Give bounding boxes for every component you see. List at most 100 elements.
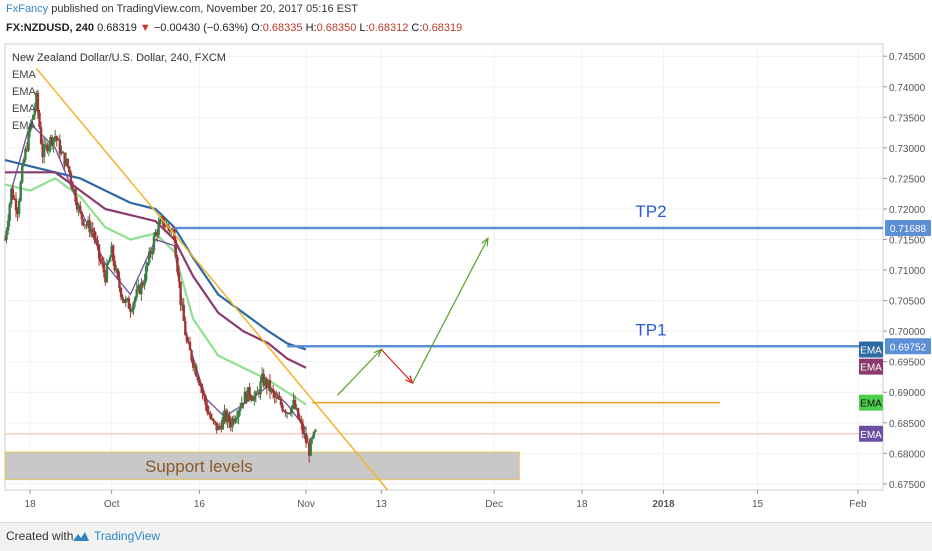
candle-body — [16, 210, 19, 215]
candle-body — [301, 423, 305, 434]
candle-body — [140, 282, 143, 294]
candle-body — [159, 219, 162, 224]
candle-body — [104, 272, 107, 283]
candle-body — [137, 285, 140, 290]
x-tick-label: Nov — [297, 499, 315, 510]
projection-arrows — [336, 236, 489, 396]
price-badge-label: EMA — [860, 399, 882, 410]
low-label: L: — [359, 22, 369, 34]
y-tick-label: 0.74500 — [889, 52, 926, 63]
tradingview-link[interactable]: TradingView — [94, 529, 161, 543]
projection-up-arrow-2[interactable] — [412, 238, 489, 384]
candle-body — [107, 261, 110, 264]
candle-body — [201, 387, 204, 393]
ema-line-1[interactable] — [4, 159, 307, 351]
candle-body — [185, 335, 189, 342]
candle-body — [61, 151, 65, 153]
candle-body — [33, 107, 36, 115]
candle-body — [232, 418, 236, 423]
candle-body — [68, 166, 71, 173]
indicator-ema-3[interactable]: EMA — [12, 103, 36, 115]
candle-body — [138, 285, 142, 294]
author-link[interactable]: FxFancy — [6, 3, 49, 15]
candle-body — [55, 136, 58, 141]
candle-body — [202, 392, 206, 397]
pane-title: New Zealand Dollar/U.S. Dollar, 240, FXC… — [12, 52, 226, 64]
candle-body — [42, 144, 46, 158]
publish-text: published on TradingView.com, November 2… — [48, 3, 359, 15]
x-tick-label: 13 — [376, 499, 388, 510]
candle-body — [118, 277, 121, 288]
candle-body — [248, 387, 251, 396]
candle-body — [74, 188, 77, 202]
open-label: O: — [251, 22, 263, 34]
candle-body — [97, 244, 101, 259]
x-tick-label: 2018 — [652, 499, 675, 510]
price-badge-label: EMA — [860, 430, 882, 441]
candle-body — [72, 188, 76, 190]
candle-body — [209, 414, 212, 419]
candle-body — [218, 425, 221, 427]
candle-body — [11, 188, 15, 199]
candle-body — [314, 429, 317, 432]
candle-body — [229, 422, 232, 428]
price-axis[interactable]: 0.67500 0.68000 0.68500 0.69000 0.69500 0.700… — [883, 52, 926, 491]
candle-body — [32, 114, 35, 120]
candle-body — [19, 182, 22, 201]
candle-body — [238, 407, 242, 411]
down-arrow-icon: ▼ — [139, 22, 151, 34]
indicator-ema-2[interactable]: EMA — [12, 86, 36, 98]
y-tick-label: 0.68000 — [889, 449, 926, 460]
candle-body — [290, 405, 294, 413]
close-value: 0.68319 — [422, 22, 463, 34]
candle-body — [187, 341, 190, 343]
candle-body — [278, 398, 281, 400]
y-tick-label: 0.72500 — [889, 174, 926, 185]
candle-body — [83, 224, 87, 226]
trendline[interactable] — [35, 67, 389, 491]
projection-up-arrow-2-head — [481, 236, 489, 247]
candle-body — [63, 152, 66, 166]
candle-body — [191, 360, 195, 368]
indicator-ema-4[interactable]: EMA — [12, 120, 36, 132]
candle-body — [113, 260, 116, 271]
projection-down-arrow[interactable] — [380, 349, 414, 384]
candle-body — [30, 119, 33, 129]
candle-body — [121, 297, 124, 300]
candle-body — [198, 380, 201, 386]
candle-body — [182, 304, 185, 322]
x-tick-label: 15 — [752, 499, 764, 510]
candle-body — [184, 321, 187, 336]
candle-body — [141, 282, 145, 286]
candle-body — [289, 412, 292, 414]
candle-body — [254, 392, 258, 396]
candle-body — [304, 433, 308, 443]
indicator-ema-1[interactable]: EMA — [12, 69, 36, 81]
candle-body — [303, 433, 306, 435]
candle-body — [144, 266, 148, 281]
candle-body — [152, 236, 156, 251]
price-badge — [859, 341, 883, 358]
candle-body — [221, 417, 225, 430]
candle-body — [190, 350, 193, 361]
price-chart[interactable]: Support levels TP2 TP1 0.67500 0.68000 0.68… — [0, 42, 932, 522]
candle-body — [60, 151, 63, 155]
candle-body — [124, 298, 127, 303]
candle-body — [3, 239, 7, 241]
candle-body — [129, 308, 132, 312]
time-axis[interactable]: 18 Oct 16 Nov 13 Dec 18 2018 15 Feb — [25, 490, 867, 510]
candle-body — [282, 410, 286, 412]
candle-body — [110, 245, 113, 258]
candle-body — [220, 425, 223, 430]
candle-body — [49, 137, 52, 146]
projection-up-arrow-1[interactable] — [336, 349, 382, 396]
candle-body — [66, 158, 69, 167]
candle-body — [151, 250, 154, 254]
candle-body — [85, 224, 88, 226]
publish-info: FxFancy published on TradingView.com, No… — [6, 3, 358, 15]
open-value: 0.68335 — [262, 22, 303, 34]
y-tick-label: 0.72000 — [889, 205, 926, 216]
candle-body — [231, 418, 234, 428]
candle-body — [163, 226, 167, 228]
y-tick-label: 0.69000 — [889, 388, 926, 399]
